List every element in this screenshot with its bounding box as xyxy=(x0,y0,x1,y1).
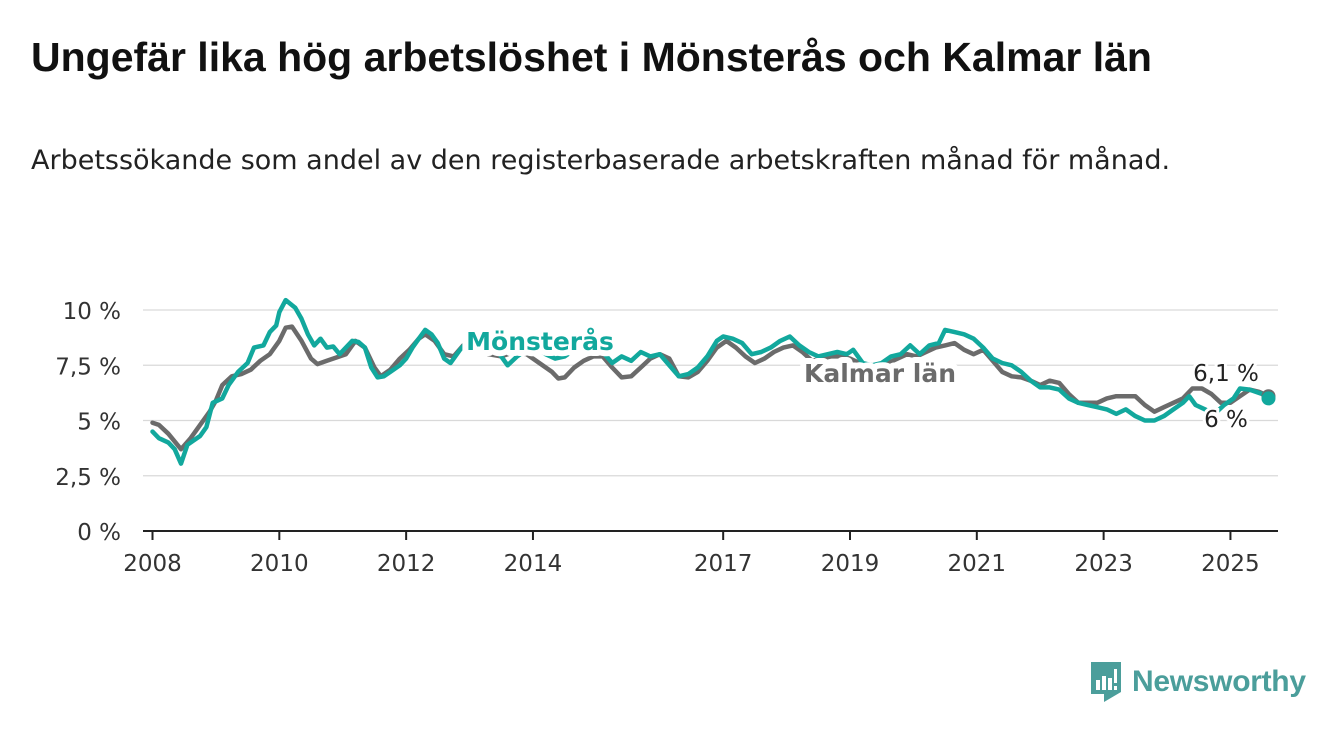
chart-title: Ungefär lika hög arbetslöshet i Mönsterå… xyxy=(31,34,1152,80)
x-tick-label: 2019 xyxy=(821,551,880,577)
end-label-monsteras: 6 % xyxy=(1204,407,1248,433)
end-marker-monsteras xyxy=(1261,391,1276,406)
x-tick-label: 2025 xyxy=(1201,551,1260,577)
x-tick-label: 2012 xyxy=(377,551,436,577)
series-label-monsteras: Mönsterås xyxy=(466,327,614,356)
series-line-kalmar-lan xyxy=(150,324,1271,452)
x-tick-label: 2021 xyxy=(948,551,1007,577)
chart-subtitle: Arbetssökande som andel av den registerb… xyxy=(31,145,1171,176)
y-tick-label: 10 % xyxy=(63,299,121,325)
y-tick-label: 7,5 % xyxy=(55,354,121,380)
series-label-kalmar-lan-halo: Kalmar län xyxy=(804,359,956,388)
y-tick-label: 5 % xyxy=(77,410,121,436)
x-tick-label: 2010 xyxy=(250,551,309,577)
newsworthy-logo-icon xyxy=(1091,662,1121,702)
x-tick-label: 2008 xyxy=(123,551,182,577)
series-label-monsteras-halo: Mönsterås xyxy=(466,327,614,356)
newsworthy-logo: Newsworthy xyxy=(1088,660,1306,704)
brand-name: Newsworthy xyxy=(1132,665,1306,698)
series-line-monsteras xyxy=(150,297,1271,466)
x-tick-label: 2014 xyxy=(504,551,563,577)
x-tick-label: 2017 xyxy=(694,551,753,577)
y-tick-label: 2,5 % xyxy=(55,465,121,491)
series-label-kalmar-lan: Kalmar län xyxy=(804,359,956,388)
x-tick-label: 2023 xyxy=(1074,551,1133,577)
y-tick-label: 0 % xyxy=(77,520,121,546)
end-label-kalmar-lan: 6,1 % xyxy=(1193,361,1259,387)
